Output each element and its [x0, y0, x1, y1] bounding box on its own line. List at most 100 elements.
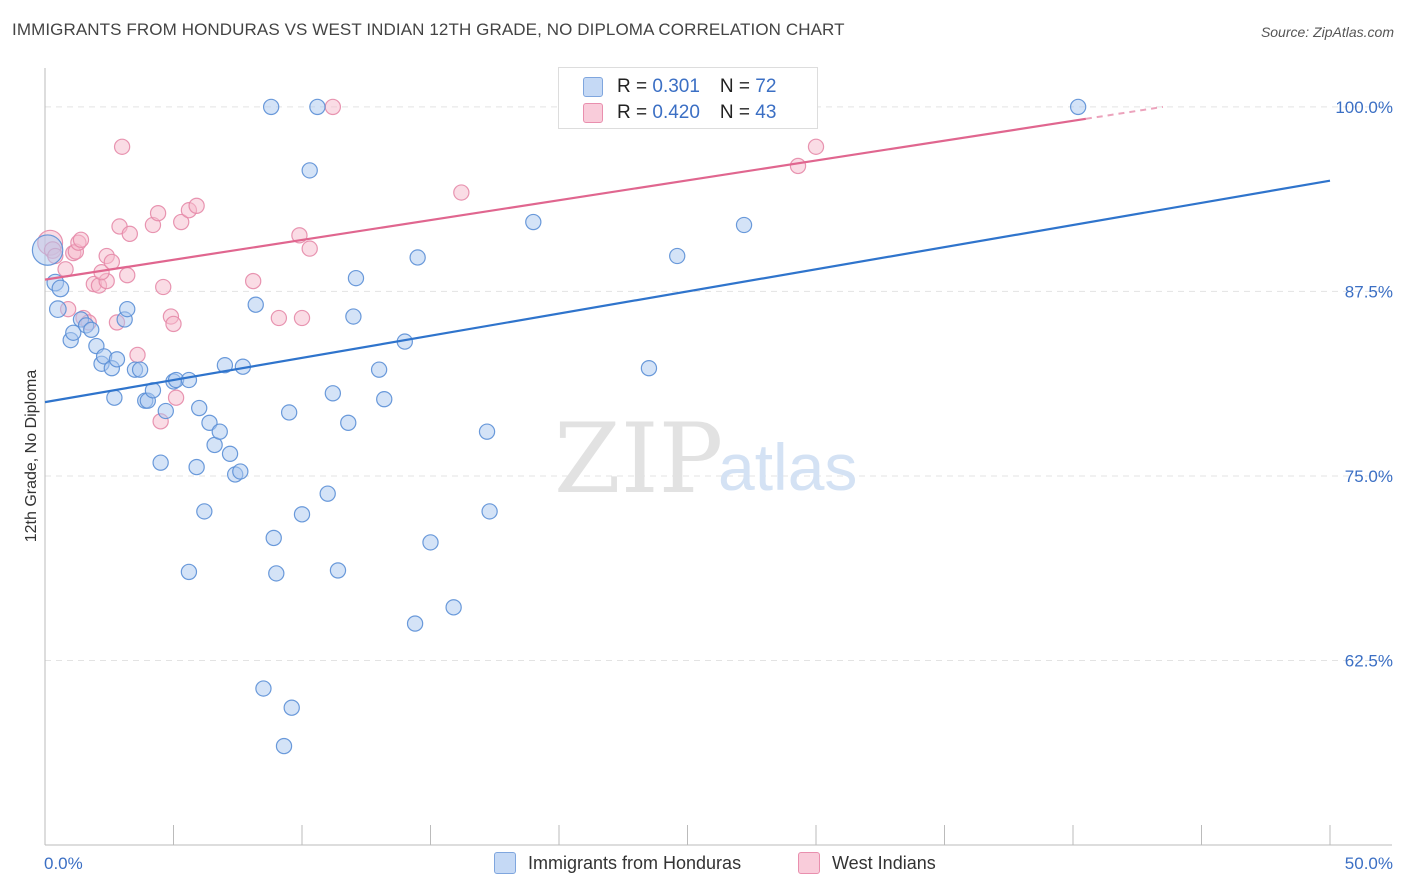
honduras-point-31 — [221, 445, 239, 462]
chart-title: IMMIGRANTS FROM HONDURAS VS WEST INDIAN … — [12, 20, 845, 39]
west-indians-point-40 — [807, 138, 825, 155]
honduras-point-68 — [275, 737, 293, 755]
honduras-point-13 — [108, 351, 126, 368]
west-indians-point-33 — [270, 309, 288, 327]
honduras-point-60 — [478, 423, 496, 440]
west-indians-point-39 — [789, 157, 807, 175]
r-value: 0.420 — [652, 102, 700, 123]
honduras-point-47 — [319, 485, 336, 502]
source-label: Source: ZipAtlas.com — [1260, 24, 1394, 40]
correlation-legend: R = 0.301 N = 72 R = 0.420 N = 43 — [558, 67, 818, 129]
legend-item-west-indians: West Indians — [798, 852, 936, 874]
honduras-point-64 — [669, 247, 686, 265]
y-tick-label-2: 87.5% — [1345, 282, 1393, 301]
legend-item-honduras: Immigrants from Honduras — [494, 852, 741, 874]
honduras-point-22 — [157, 402, 174, 420]
west-indians-point-36 — [301, 240, 318, 257]
r-value: 0.301 — [652, 76, 700, 97]
honduras-point-63 — [640, 360, 658, 377]
watermark-atlas: atlas — [718, 430, 857, 504]
honduras-point-59 — [445, 599, 462, 616]
west-indians-point-25 — [155, 278, 172, 296]
honduras-point-41 — [309, 98, 326, 116]
west-indians-trend-extension — [1085, 105, 1164, 120]
west-indians-point-28 — [167, 389, 185, 406]
west-indians-point-35 — [293, 309, 311, 327]
honduras-point-62 — [525, 213, 542, 231]
west-indians-point-29 — [173, 213, 190, 231]
west-indians-point-23 — [149, 205, 167, 222]
honduras-point-54 — [376, 391, 393, 408]
honduras-point-39 — [247, 296, 264, 313]
honduras-point-38 — [180, 563, 198, 581]
y-axis-label: 12th Grade, No Diploma — [23, 370, 40, 543]
honduras-point-65 — [735, 216, 753, 234]
honduras-point-58 — [406, 615, 424, 632]
west-indians-trend-line — [44, 117, 1087, 281]
honduras-point-44 — [268, 565, 285, 582]
honduras-point-0 — [31, 234, 64, 266]
honduras-point-30 — [216, 357, 234, 374]
r-label: R = — [617, 102, 653, 123]
legend-row-west-indians: R = 0.420 N = 43 — [583, 101, 777, 125]
west-indians-point-38 — [453, 184, 470, 201]
honduras-point-57 — [422, 534, 439, 551]
honduras-point-53 — [370, 361, 388, 378]
honduras-point-26 — [191, 399, 208, 417]
blue-swatch — [583, 77, 603, 97]
honduras-point-18 — [106, 389, 123, 406]
honduras-point-49 — [329, 562, 347, 579]
data-points — [31, 98, 1087, 755]
y-tick-label-0: 62.5% — [1345, 651, 1393, 670]
honduras-point-29 — [211, 423, 228, 440]
west-indians-point-6 — [72, 231, 90, 248]
n-value: 72 — [755, 76, 777, 97]
honduras-point-2 — [51, 279, 70, 298]
honduras-point-51 — [345, 308, 362, 325]
pink-swatch — [583, 103, 603, 123]
axes — [44, 68, 1392, 846]
watermark-zip: ZIP — [554, 403, 723, 515]
blue-swatch — [494, 852, 516, 874]
honduras-point-67 — [283, 699, 300, 716]
west-indians-point-15 — [103, 253, 121, 271]
honduras-point-61 — [481, 503, 498, 520]
honduras-point-27 — [201, 414, 218, 431]
honduras-point-66 — [255, 680, 272, 697]
n-value: 43 — [755, 102, 777, 123]
honduras-point-45 — [280, 404, 298, 421]
y-tick-label-1: 75.0% — [1345, 467, 1393, 486]
tick-labels: 62.5% 75.0% 87.5% 100.0% 0.0% 50.0% — [44, 98, 1393, 873]
honduras-point-5 — [65, 324, 82, 341]
west-indians-point-18 — [119, 267, 136, 284]
honduras-point-3 — [48, 300, 67, 319]
honduras-point-25 — [180, 371, 198, 389]
legend-label-honduras: Immigrants from Honduras — [528, 852, 742, 873]
r-label: R = — [617, 76, 653, 97]
series-legend: Immigrants from Honduras West Indians — [0, 852, 1406, 878]
honduras-point-56 — [409, 249, 426, 266]
legend-label-west-indians: West Indians — [832, 852, 936, 873]
grid-lines — [45, 106, 1392, 661]
honduras-point-42 — [301, 162, 318, 179]
honduras-point-17 — [131, 361, 149, 378]
honduras-point-33 — [232, 463, 249, 480]
honduras-point-37 — [196, 503, 213, 520]
honduras-point-35 — [152, 454, 169, 471]
honduras-point-46 — [293, 506, 311, 523]
west-indians-point-31 — [188, 197, 205, 214]
y-tick-label-3: 100.0% — [1335, 98, 1393, 117]
honduras-point-40 — [262, 98, 280, 116]
pink-swatch — [798, 852, 820, 874]
west-indians-point-19 — [121, 225, 138, 243]
x-tick-label-1: 50.0% — [1345, 854, 1393, 873]
honduras-point-48 — [324, 385, 342, 402]
trend-lines — [44, 105, 1331, 404]
honduras-point-36 — [188, 458, 205, 476]
west-indians-point-32 — [244, 272, 262, 290]
watermark: ZIP atlas — [554, 403, 857, 515]
n-label: N = — [719, 102, 756, 123]
honduras-point-8 — [83, 321, 100, 338]
honduras-trend-line — [44, 179, 1331, 404]
